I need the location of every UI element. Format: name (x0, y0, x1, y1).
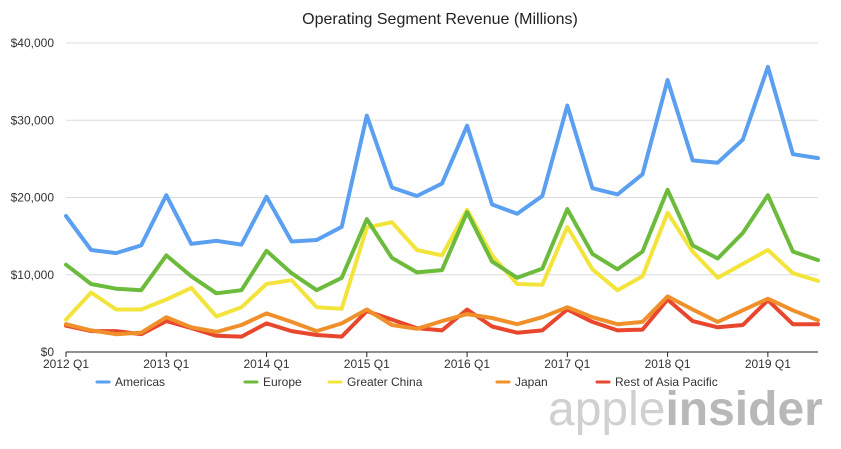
y-axis-ticks: $0 $10,000 $20,000 $30,000 $40,000 (11, 36, 55, 359)
series-line-rest-of-asia-pacific (64, 297, 820, 339)
x-axis-ticks: 2012 Q1 2013 Q1 2014 Q1 2015 Q1 2016 Q1 2017 … (43, 352, 791, 371)
x-tick-label: 2012 Q1 (43, 357, 89, 371)
gridlines (66, 42, 818, 276)
x-tick-label: 2014 Q1 (244, 357, 290, 371)
svg-text:appleinsider: appleinsider (548, 383, 823, 436)
legend-label-greater-china: Greater China (347, 375, 423, 389)
series-line-europe (64, 187, 820, 296)
series-line-japan (64, 294, 820, 337)
y-tick-label: $20,000 (11, 191, 55, 205)
chart-title: Operating Segment Revenue (Millions) (302, 11, 578, 28)
legend: Americas Europe Greater China Japan Rest of … (95, 375, 718, 389)
y-tick-label: $0 (41, 345, 55, 359)
y-tick-label: $40,000 (11, 36, 55, 50)
series-line-greater-china (64, 207, 820, 322)
appleinsider-logo: appleinsider (548, 383, 823, 436)
y-tick-label: $10,000 (11, 268, 55, 282)
x-tick-label: 2013 Q1 (143, 357, 189, 371)
legend-label-japan: Japan (515, 375, 548, 389)
x-tick-label: 2015 Q1 (344, 357, 390, 371)
x-tick-label: 2018 Q1 (645, 357, 691, 371)
logo-text-apple: apple (548, 383, 665, 436)
legend-label-americas: Americas (115, 375, 165, 389)
logo-text-insider: insider (665, 383, 822, 436)
x-tick-label: 2019 Q1 (745, 357, 791, 371)
y-tick-label: $30,000 (11, 113, 55, 127)
x-tick-label: 2016 Q1 (444, 357, 490, 371)
series-lines (64, 64, 820, 339)
x-tick-label: 2017 Q1 (544, 357, 590, 371)
series-line-americas (64, 64, 820, 256)
legend-label-rest-of-asia-pacific: Rest of Asia Pacific (615, 375, 718, 389)
legend-label-europe: Europe (263, 375, 302, 389)
